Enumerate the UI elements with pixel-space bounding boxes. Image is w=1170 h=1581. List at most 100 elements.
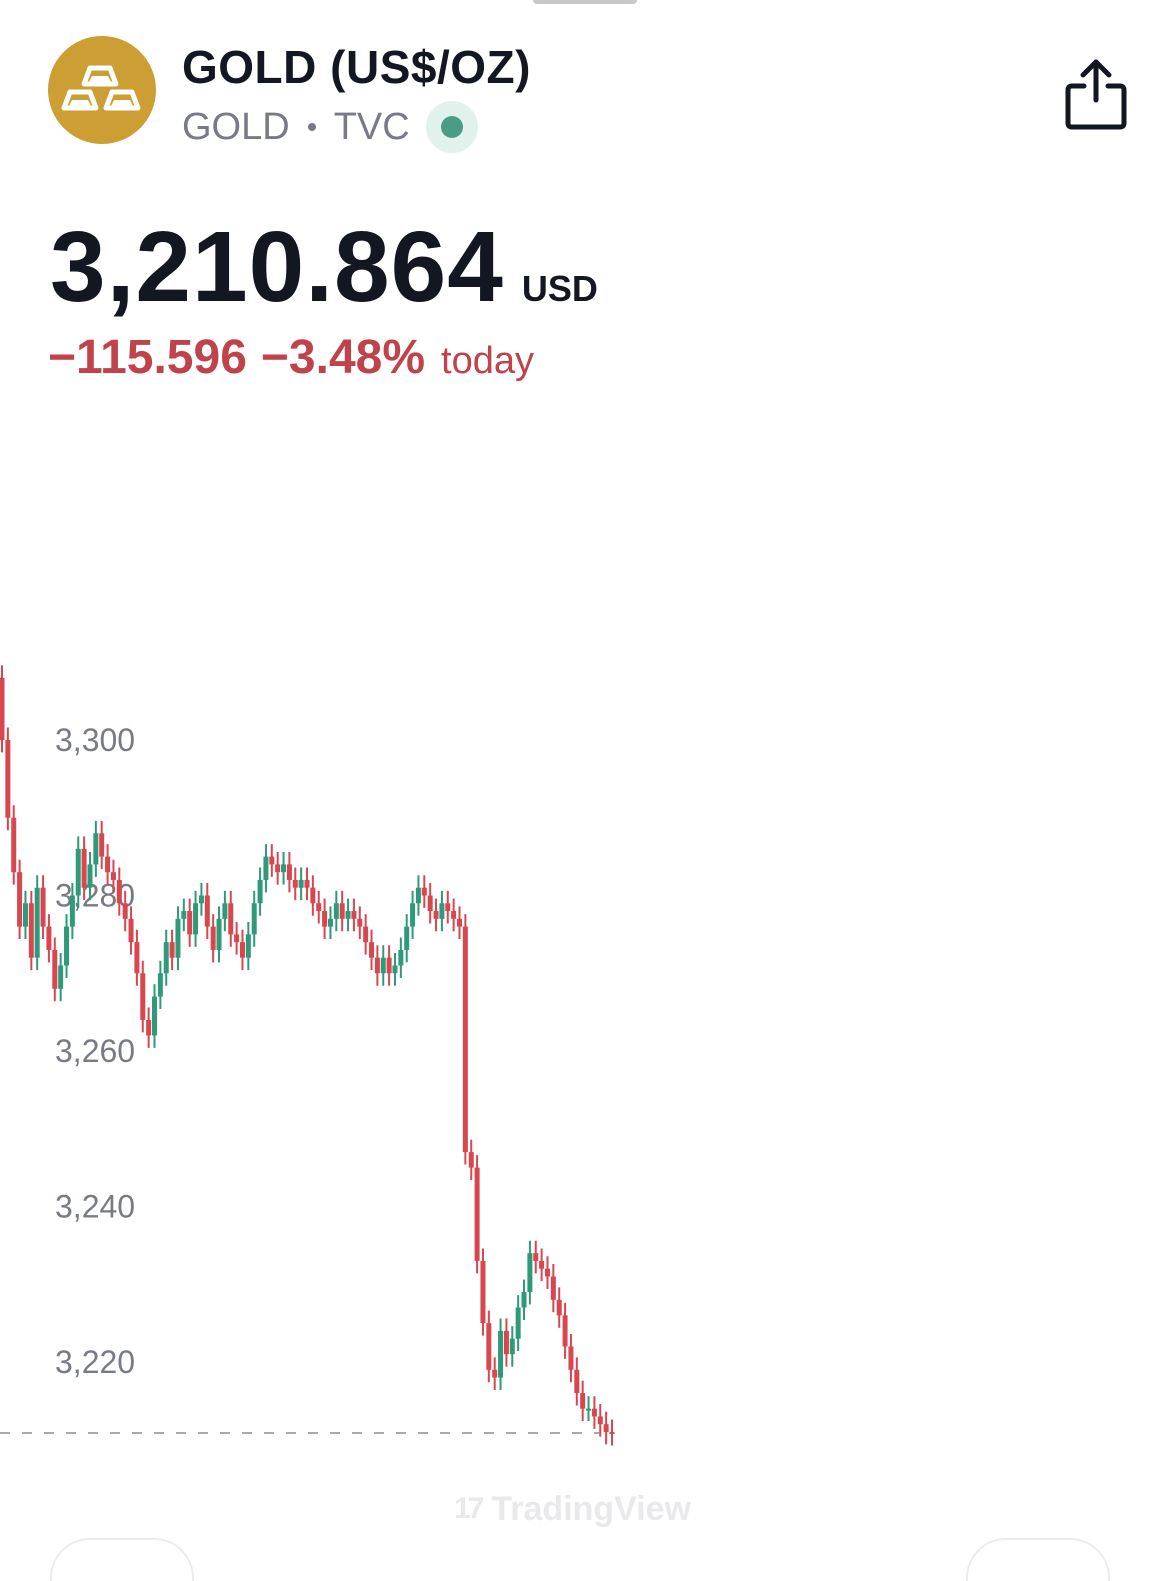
candle-body: [316, 903, 322, 912]
separator-dot: [307, 123, 316, 131]
candle-body: [134, 942, 140, 974]
candle-body: [433, 911, 439, 919]
candle-body: [369, 942, 375, 958]
last-price: 3,210.864: [50, 211, 504, 323]
change-row: −115.596 −3.48% today: [48, 330, 534, 390]
candle-body: [427, 895, 433, 912]
candle-body: [421, 887, 427, 896]
instrument-subtitle: GOLD TVC: [182, 101, 478, 153]
candle-body: [269, 856, 275, 865]
candle-body: [75, 848, 81, 896]
share-button[interactable]: [1064, 56, 1128, 132]
candle-body: [116, 879, 122, 904]
candle-body: [152, 996, 157, 1036]
gold-bars-icon: [48, 36, 156, 144]
candle-body: [193, 903, 199, 935]
candle-body: [275, 864, 281, 873]
candle-body: [415, 887, 421, 904]
exchange-name: TVC: [333, 105, 410, 148]
candle-body: [263, 856, 269, 880]
market-open-status-icon: [425, 101, 478, 153]
candle-body: [0, 677, 5, 740]
y-axis-tick-label: 3,300: [55, 722, 135, 758]
candle-body: [380, 957, 386, 974]
candle-body: [597, 1416, 603, 1425]
candle-body: [439, 903, 445, 919]
candle-body: [105, 856, 111, 873]
price-change-percent: −3.48%: [260, 331, 426, 384]
sheet-grabber[interactable]: [533, 0, 637, 4]
candle-body: [99, 833, 105, 857]
candle-body: [46, 926, 52, 950]
candle-body: [239, 942, 245, 958]
candle-body: [234, 934, 240, 943]
candle-body: [216, 918, 222, 950]
candle-body: [222, 903, 228, 919]
candle-body: [204, 895, 210, 927]
candle-body: [5, 740, 11, 818]
candle-body: [556, 1299, 562, 1316]
candle-body: [17, 872, 23, 927]
candle-body: [515, 1307, 521, 1339]
candle-body: [28, 903, 34, 958]
candle-body: [462, 926, 468, 1153]
candle-body: [187, 911, 193, 935]
candle-body: [327, 918, 333, 927]
candle-body: [591, 1408, 597, 1417]
candle-body: [609, 1431, 615, 1434]
candle-body: [503, 1330, 509, 1355]
candle-body: [568, 1346, 574, 1370]
candle-body: [251, 903, 257, 935]
candle-body: [345, 911, 351, 919]
candle-body: [245, 934, 251, 958]
candle-body: [386, 957, 392, 974]
candle-body: [398, 949, 404, 966]
candle-body: [474, 1167, 480, 1261]
candle-body: [586, 1408, 592, 1411]
bottom-left-button[interactable]: [50, 1538, 194, 1581]
price-change: −115.596: [48, 331, 247, 384]
candle-body: [357, 918, 363, 927]
symbol-code: GOLD: [182, 105, 290, 148]
candle-body: [486, 1323, 492, 1370]
candle-body: [58, 965, 64, 989]
candle-body: [292, 879, 298, 888]
candle-body: [198, 895, 204, 904]
candle-body: [392, 965, 398, 974]
candle-body: [128, 918, 134, 943]
price-chart[interactable]: 3,300 3,280 3,260 3,240 3,220: [0, 600, 1170, 1500]
candle-body: [498, 1330, 504, 1378]
candle-body: [339, 903, 345, 919]
candle-body: [257, 879, 263, 904]
candle-body: [527, 1253, 533, 1293]
candle-body: [574, 1369, 580, 1394]
tradingview-logo-icon: 17: [454, 1492, 484, 1525]
candle-body: [562, 1315, 568, 1347]
candle-body: [163, 942, 169, 974]
candle-body: [64, 926, 70, 966]
candle-body: [181, 911, 187, 919]
candle-body: [169, 942, 175, 958]
change-period: today: [441, 340, 534, 382]
candle-body: [374, 957, 380, 974]
candle-body: [34, 887, 40, 958]
candle-body: [544, 1268, 550, 1277]
gold-bars-icon-graphic: [61, 65, 141, 111]
candle-body: [580, 1393, 586, 1409]
candle-body: [228, 903, 234, 935]
y-axis-tick-label: 3,260: [55, 1033, 135, 1069]
candle-body: [603, 1424, 609, 1432]
candle-body: [11, 817, 17, 873]
candle-body: [122, 903, 128, 919]
candle-body: [351, 911, 357, 919]
symbol-header: GOLD (US$/OZ) GOLD TVC: [48, 36, 1128, 156]
candle-body: [281, 864, 287, 873]
candle-body: [69, 895, 75, 927]
candle-body: [539, 1260, 545, 1269]
bottom-right-button[interactable]: [966, 1538, 1110, 1581]
watermark-text: TradingView: [491, 1489, 692, 1528]
price-row: 3,210.864 USD: [50, 210, 598, 323]
candle-body: [146, 1019, 152, 1036]
